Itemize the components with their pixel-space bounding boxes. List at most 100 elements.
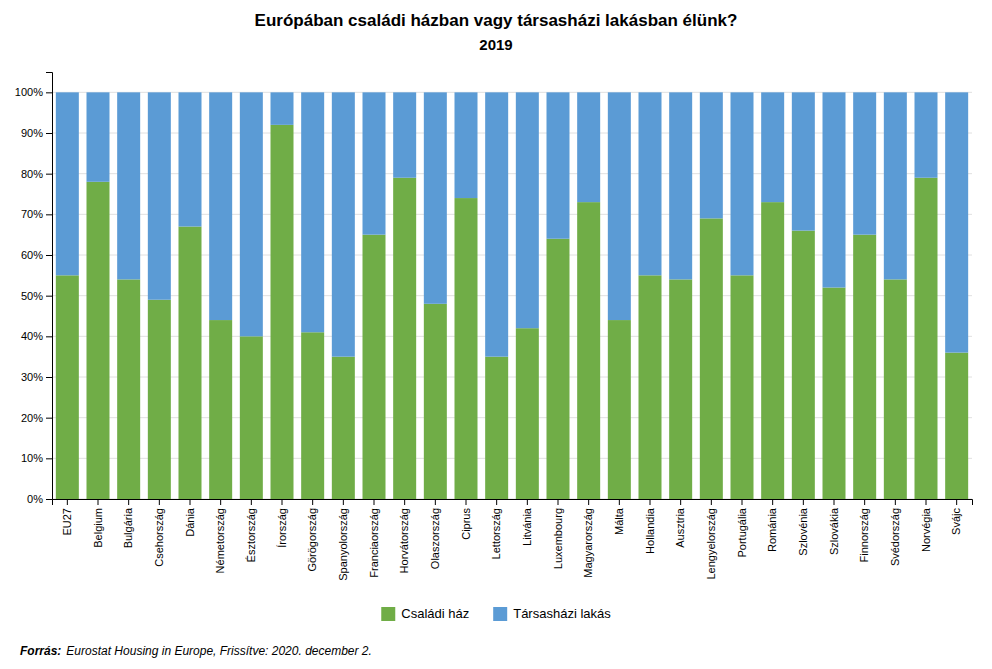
bar — [424, 92, 447, 303]
subtitle: 2019 — [479, 36, 512, 53]
bar — [424, 304, 447, 499]
bar — [179, 92, 202, 226]
annotation: Forrás: — [20, 644, 61, 658]
tick-label: Ausztria — [674, 507, 686, 548]
tick: Málta — [613, 499, 625, 535]
tick-label: Csehország — [153, 508, 165, 567]
bar — [117, 279, 140, 499]
tick-mark — [46, 214, 52, 215]
tick: 10% — [21, 452, 52, 464]
y-axis: 0%10%20%30%40%50%60%70%80%90%100% — [15, 73, 53, 506]
tick: Szlovénia — [797, 499, 809, 556]
bar — [332, 92, 355, 356]
tick: Lengyelország — [705, 499, 717, 580]
tick: Észtország — [245, 499, 257, 562]
tick-label: Hollandia — [644, 507, 656, 554]
tick: Portugália — [736, 499, 748, 558]
bar — [945, 92, 968, 352]
tick-label: Svédország — [889, 508, 901, 566]
tick-mark — [190, 499, 191, 505]
tick-label: Litvánia — [521, 507, 533, 546]
tick-label: Norvégia — [920, 507, 932, 552]
tick: Ciprus — [460, 499, 472, 540]
tick-mark — [46, 499, 52, 500]
tick: 30% — [21, 371, 52, 383]
bar — [179, 227, 202, 499]
tick-label: Dánia — [184, 507, 196, 537]
bar — [761, 202, 784, 499]
bar — [148, 300, 171, 499]
tick-label: 40% — [21, 330, 43, 342]
bar — [853, 235, 876, 499]
legend-item: Társasházi lakás — [493, 606, 611, 621]
tick-label: EU27 — [61, 508, 73, 536]
tick-mark — [834, 499, 835, 505]
tick: Románia — [766, 499, 778, 552]
bar — [700, 92, 723, 218]
tick-label: Olaszország — [429, 508, 441, 569]
tick-mark — [956, 499, 957, 505]
tick: Szlovákia — [828, 499, 840, 555]
bar — [792, 92, 815, 230]
tick: 80% — [21, 168, 52, 180]
tick: Lettország — [490, 499, 502, 559]
tick: Hollandia — [644, 499, 656, 554]
bar — [761, 92, 784, 202]
tick-mark — [128, 499, 129, 505]
tick: Finnország — [858, 499, 870, 562]
tick-mark — [343, 499, 344, 505]
bar — [823, 92, 846, 287]
tick-label: Lengyelország — [705, 508, 717, 580]
tick-mark — [895, 499, 896, 505]
tick-mark — [619, 499, 620, 505]
bar — [853, 92, 876, 234]
tick-label: Románia — [766, 507, 778, 552]
tick-label: Bulgária — [122, 507, 134, 548]
bar — [148, 92, 171, 299]
bar — [915, 92, 938, 177]
tick: Írország — [276, 499, 288, 548]
legend-label: Társasházi lakás — [513, 606, 611, 621]
bar — [485, 92, 508, 356]
axis-line — [53, 500, 973, 506]
bar — [823, 288, 846, 499]
bar — [87, 182, 110, 499]
tick-label: 90% — [21, 127, 43, 139]
bar — [547, 239, 570, 499]
tick-label: Málta — [613, 507, 625, 535]
tick-label: 50% — [21, 290, 43, 302]
tick-mark — [159, 499, 160, 505]
bar — [455, 92, 478, 198]
tick-mark — [46, 92, 52, 93]
tick-label: 20% — [21, 412, 43, 424]
tick-mark — [650, 499, 651, 505]
x-axis: EU27BelgiumBulgáriaCsehországDániaNémeto… — [53, 499, 973, 581]
tick-mark — [527, 499, 528, 505]
tick-label: Spanyolország — [337, 508, 349, 581]
tick-label: Görögország — [306, 508, 318, 572]
tick-label: 10% — [21, 452, 43, 464]
legend: Családi házTársasházi lakás — [381, 606, 611, 621]
tick: Olaszország — [429, 499, 441, 569]
tick-mark — [312, 499, 313, 505]
tick-label: 60% — [21, 249, 43, 261]
tick-label: Finnország — [858, 508, 870, 562]
bar — [393, 92, 416, 177]
tick: Spanyolország — [337, 499, 349, 581]
tick: Belgium — [92, 499, 104, 548]
tick: Franciaország — [368, 499, 380, 578]
bar — [577, 202, 600, 499]
tick-label: Észtország — [245, 508, 257, 562]
legend-swatch — [493, 607, 507, 621]
tick: Csehország — [153, 499, 165, 567]
tick-mark — [404, 499, 405, 505]
plot: 0%10%20%30%40%50%60%70%80%90%100%EU27Bel… — [15, 73, 973, 581]
tick-mark — [220, 499, 221, 505]
tick-label: Lettország — [490, 508, 502, 559]
axis-line — [46, 73, 53, 500]
bar — [56, 275, 79, 499]
tick-label: 100% — [15, 86, 43, 98]
tick-mark — [46, 133, 52, 134]
bar — [608, 320, 631, 499]
bar — [209, 320, 232, 499]
